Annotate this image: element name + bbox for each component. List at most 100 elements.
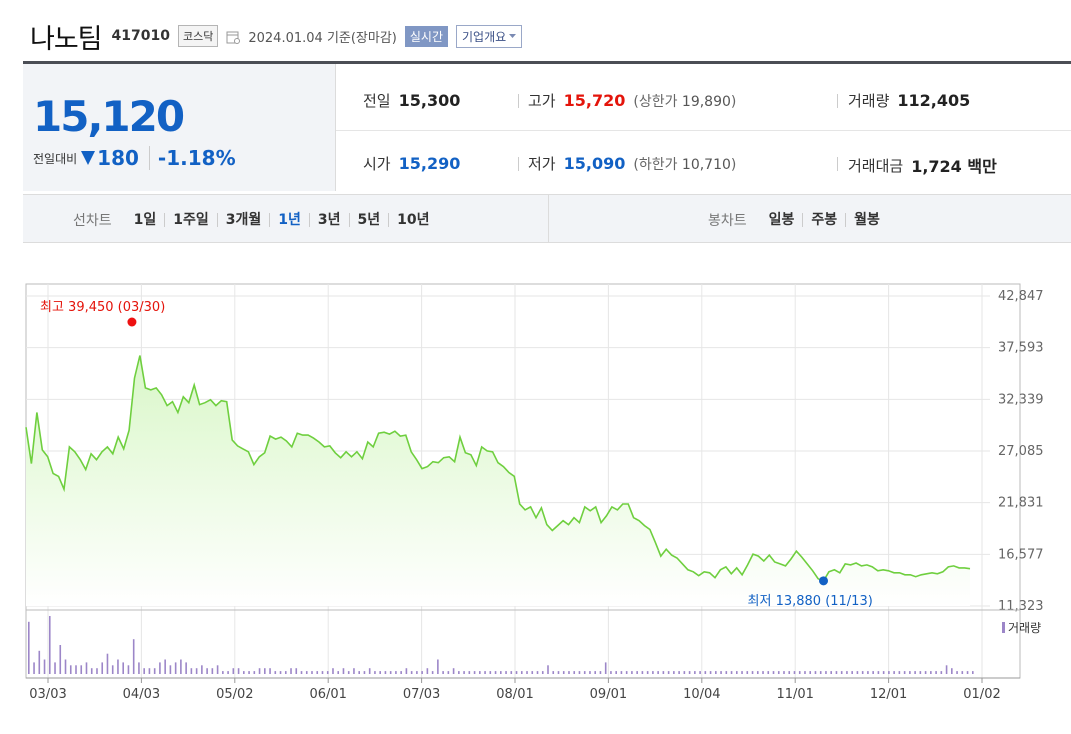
volume-bar [673,671,675,674]
volume-bar [720,671,722,674]
volume-bar [898,671,901,674]
min-label: 최저 13,880 (11/13) [748,594,873,609]
stat-label: 거래대금 [848,156,904,175]
max-marker [127,317,137,327]
volume-bar [337,671,340,674]
stat-value: 15,290 [398,154,461,173]
stat-label: 시가 [363,155,391,173]
candle-daily[interactable]: 일봉 [768,212,795,228]
volume-bar [652,671,654,674]
y-tick-label: 37,593 [998,341,1044,356]
stat-high: 고가 15,720 (상한가 19,890) [528,90,736,111]
volume-bar [148,668,151,674]
divider [548,195,549,242]
volume-bar [54,662,56,674]
volume-bar [783,671,785,674]
volume-bar [494,671,497,674]
quote-summary: 15,120 전일대비 180 -1.18% 전일 15,300 고가 15,7… [23,61,1071,243]
volume-bar [756,671,759,674]
volume-bar [903,671,906,674]
down-triangle-icon [81,151,96,165]
volume-legend-swatch [1002,622,1005,633]
max-label: 최고 39,450 (03/30) [40,300,165,315]
stat-value: 15,720 [563,91,626,110]
stat-label: 거래량 [848,92,890,110]
volume-bar [924,671,927,674]
volume-bar [736,671,738,674]
period-1d[interactable]: 1일 [133,212,157,228]
volume-bar [111,665,114,674]
volume-bar [615,671,617,674]
volume-bar [819,671,822,674]
volume-bar [143,668,145,674]
stat-label: 고가 [528,92,556,110]
x-tick-label: 03/03 [29,687,66,702]
volume-bar [227,671,229,674]
volume-bar [930,671,932,674]
volume-bar [80,665,83,674]
x-tick-label: 04/03 [123,687,160,702]
period-5y[interactable]: 5년 [348,213,389,227]
volume-bar [688,671,691,674]
volume-bar [295,668,298,674]
volume-bar [725,671,728,674]
realtime-button[interactable]: 실시간 [404,25,449,47]
volume-bar [856,671,859,674]
period-10y[interactable]: 10년 [388,213,437,227]
period-3m[interactable]: 3개월 [216,213,270,227]
period-1y[interactable]: 1년 [269,213,309,227]
y-tick-label: 16,577 [998,547,1044,562]
volume-bar [463,671,465,674]
divider [518,94,519,108]
volume-bar [777,671,780,674]
lower-limit-value: 10,710 [681,156,731,173]
base-date: 2024.01.04 기준(장마감) [248,27,397,46]
current-price: 15,120 [33,92,185,141]
volume-bar [505,671,507,674]
min-marker [819,576,829,586]
volume-bar [851,671,853,674]
volume-bar [846,671,848,674]
period-3y[interactable]: 3년 [308,213,349,227]
volume-bar [284,671,287,674]
company-overview-button[interactable]: 기업개요 [456,24,523,48]
stat-low: 저가 15,090 (하한가 10,710) [528,153,736,174]
volume-bar [541,671,544,674]
volume-bar [573,671,576,674]
divider [336,130,1071,131]
volume-bar [767,671,770,674]
volume-bar [715,671,717,674]
stat-value: 15,300 [398,91,461,110]
volume-bar [620,671,623,674]
candle-weekly[interactable]: 주봉 [802,213,845,227]
base-date-value: 2024.01.04 [248,30,323,46]
divider [837,94,838,108]
stock-name: 나노팀 [30,23,103,55]
volume-bar [258,668,261,674]
volume-bar [290,668,292,674]
calendar-icon [226,29,241,44]
company-overview-label: 기업개요 [462,29,507,44]
stat-value: 1,724 백만 [911,153,997,177]
volume-bar [405,668,408,674]
stat-label: 저가 [528,155,556,173]
volume-bar [353,668,355,674]
y-tick-label: 27,085 [998,444,1044,459]
candle-monthly[interactable]: 월봉 [845,213,888,227]
volume-bar [33,662,35,674]
volume-bar [195,668,198,674]
volume-bar [169,665,172,674]
lower-limit-label: (하한가 [633,156,678,173]
volume-bar [636,671,638,674]
period-1w[interactable]: 1주일 [164,213,217,227]
volume-bar [662,671,665,674]
volume-bar [64,659,67,674]
volume-bar [326,671,329,674]
volume-bar [101,662,104,674]
volume-bar [746,671,749,674]
volume-bar [106,653,109,674]
volume-bar [809,671,812,674]
stat-value: 112,405 [897,91,971,110]
volume-bar [798,671,801,674]
volume-bar [416,671,418,674]
